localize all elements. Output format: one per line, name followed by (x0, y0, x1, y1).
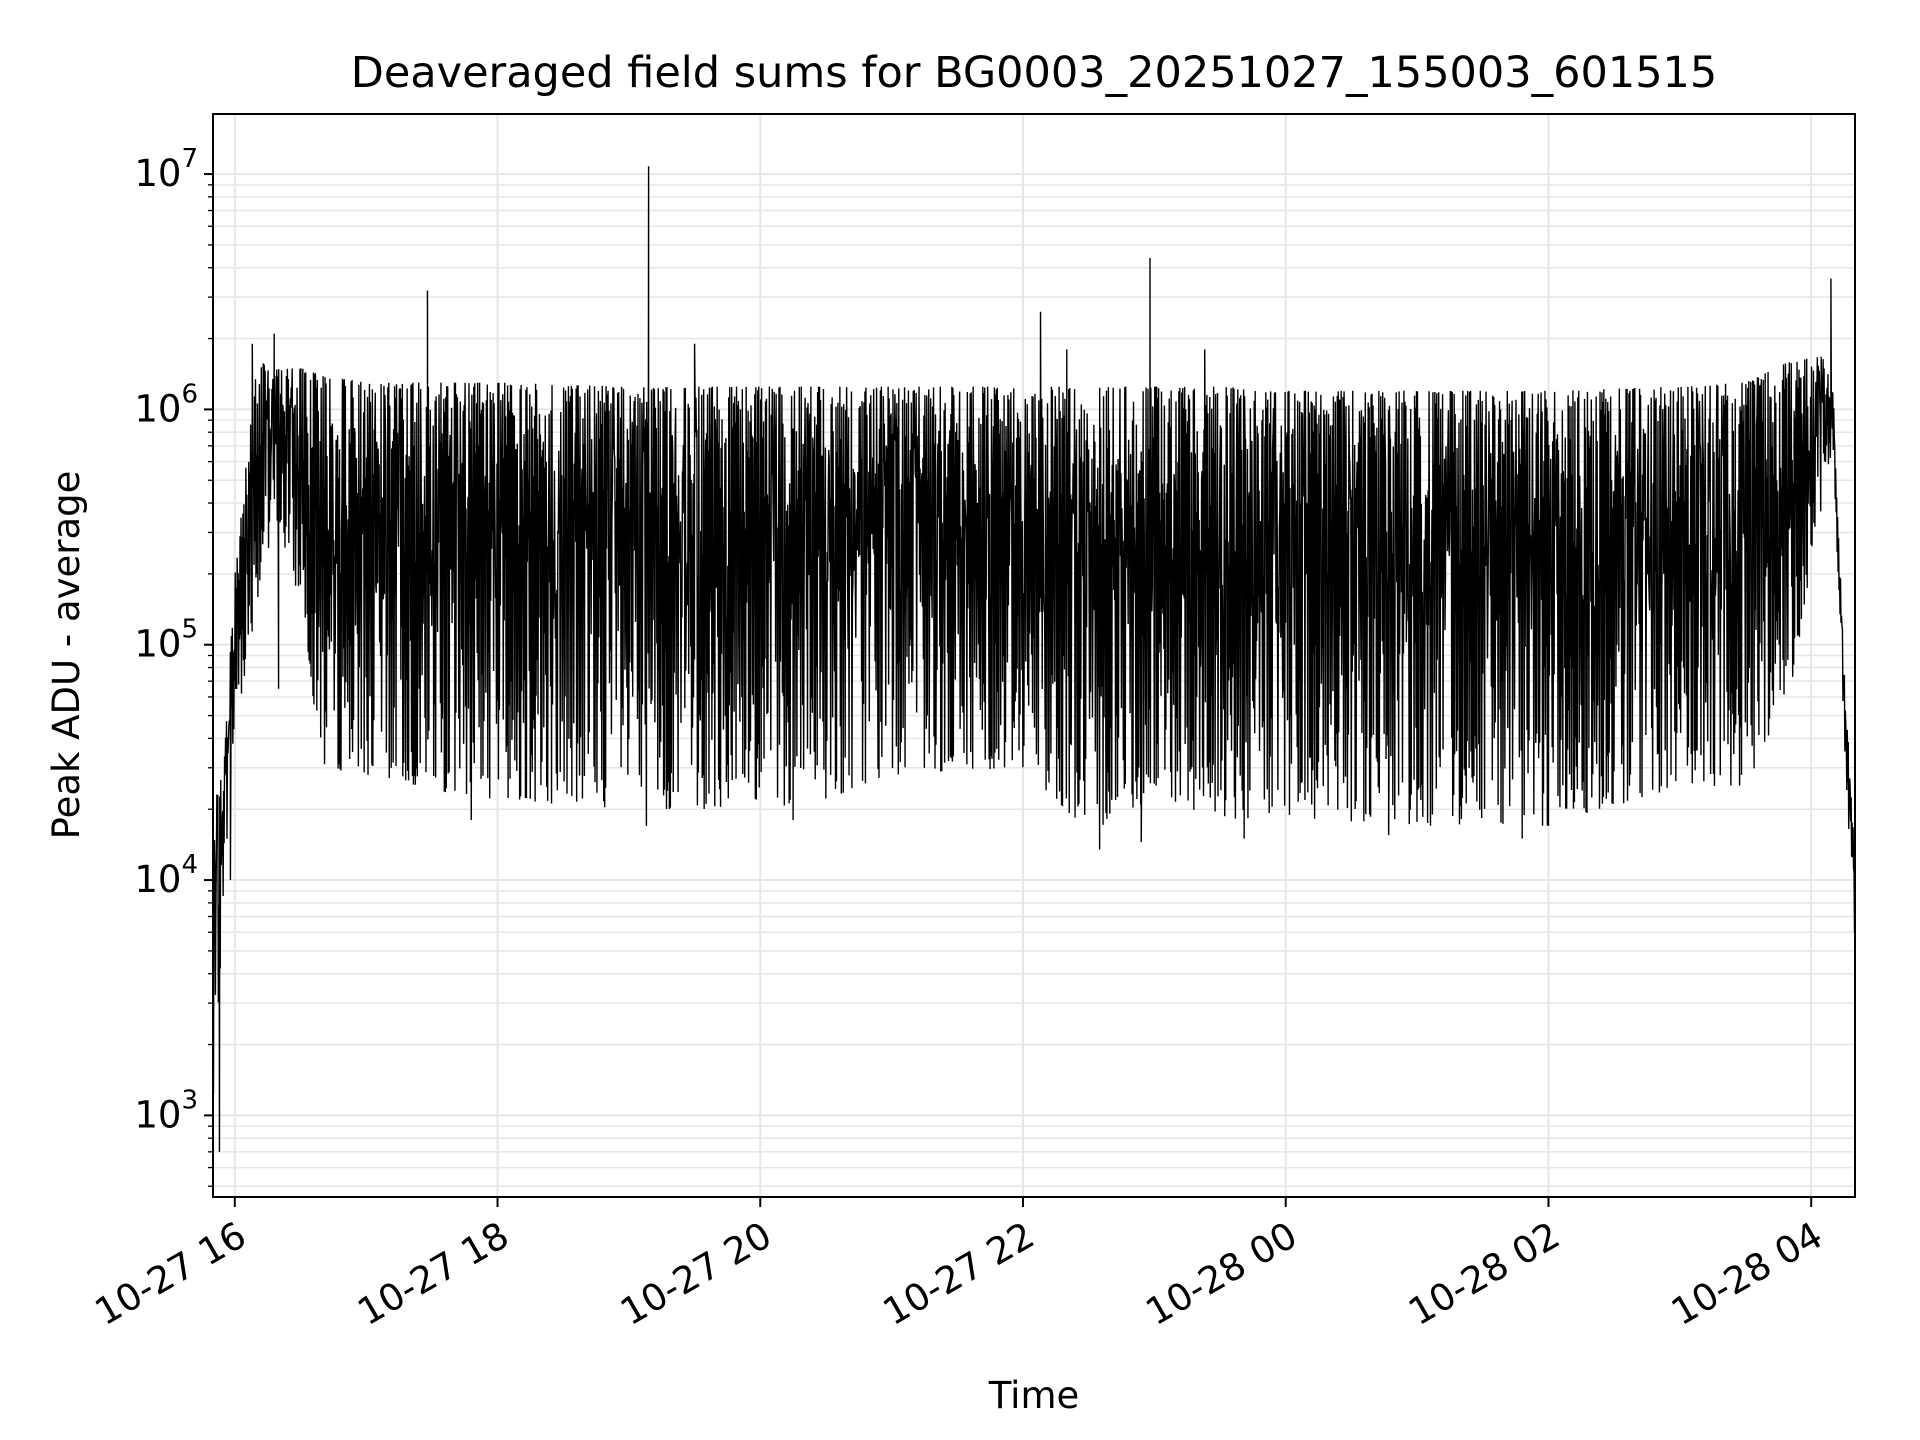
x-axis-label: Time (988, 1374, 1080, 1417)
y-tick-label: 106 (134, 379, 198, 430)
series-line (212, 166, 1856, 1152)
y-tick-label: 104 (134, 850, 198, 901)
y-axis-label: Peak ADU - average (45, 471, 88, 840)
y-tick-label: 107 (134, 144, 198, 195)
y-tick-label: 103 (134, 1085, 198, 1136)
y-tick-label: 105 (134, 615, 198, 666)
chart-title: Deaveraged field sums for BG0003_2025102… (351, 48, 1718, 98)
data-series (212, 166, 1856, 1152)
y-axis: 103 104 105 106 107 (134, 144, 213, 1187)
